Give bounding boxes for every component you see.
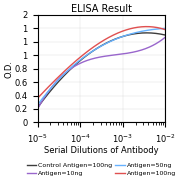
Antigen=50ng [42,97,44,99]
Antigen=10ng [36,108,39,110]
Antigen=10ng [44,95,46,97]
Antigen=100ng [159,27,161,29]
Antigen=50ng [164,27,166,30]
Antigen=50ng [158,28,160,30]
Control Antigen=100ng [60,78,62,80]
Antigen=50ng [44,94,46,96]
Antigen=10ng [71,67,73,69]
Antigen=100ng [42,92,44,94]
Antigen=50ng [36,104,39,106]
Control Antigen=100ng [159,33,161,35]
Antigen=10ng [42,99,44,101]
Antigen=50ng [71,66,73,68]
Antigen=10ng [158,41,160,43]
Control Antigen=100ng [154,32,156,34]
Antigen=10ng [60,75,62,78]
Control Antigen=100ng [71,67,73,69]
Line: Antigen=50ng: Antigen=50ng [37,28,165,105]
Title: ELISA Result: ELISA Result [71,4,132,14]
Legend: Control Antigen=100ng, Antigen=10ng, Antigen=50ng, Antigen=100ng: Control Antigen=100ng, Antigen=10ng, Ant… [24,160,179,179]
Control Antigen=100ng [42,100,44,102]
Antigen=50ng [153,28,156,30]
Control Antigen=100ng [164,34,166,36]
Antigen=100ng [60,73,62,75]
Control Antigen=100ng [44,96,46,98]
Antigen=100ng [71,64,73,66]
Line: Antigen=100ng: Antigen=100ng [37,27,165,98]
Antigen=10ng [164,36,166,38]
Antigen=100ng [146,26,148,28]
Antigen=100ng [44,89,46,91]
X-axis label: Serial Dilutions of Antibody: Serial Dilutions of Antibody [44,146,159,155]
Antigen=100ng [154,26,156,28]
Antigen=100ng [36,97,39,99]
Antigen=100ng [164,29,166,31]
Y-axis label: O.D.: O.D. [4,60,13,78]
Antigen=10ng [153,43,156,46]
Line: Antigen=10ng: Antigen=10ng [37,37,165,109]
Line: Control Antigen=100ng: Control Antigen=100ng [37,33,165,108]
Control Antigen=100ng [146,32,148,34]
Antigen=50ng [60,76,62,78]
Control Antigen=100ng [36,107,39,109]
